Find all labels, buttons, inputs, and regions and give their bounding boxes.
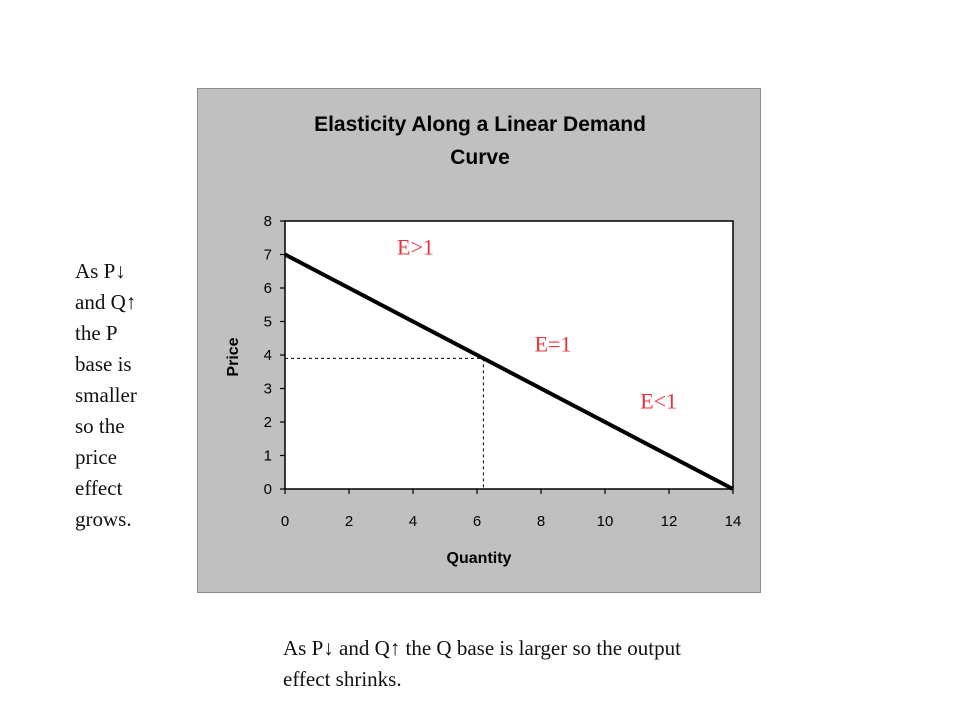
x-tick-label: 8 bbox=[537, 513, 545, 530]
y-axis-ticks: 0 1 2 3 4 5 6 7 8 bbox=[264, 213, 285, 498]
demand-chart: Elasticity Along a Linear Demand Curve 0… bbox=[225, 113, 742, 567]
elasticity-label: E=1 bbox=[535, 332, 572, 357]
y-tick-label: 7 bbox=[264, 247, 272, 264]
chart-title-line-1: Elasticity Along a Linear Demand bbox=[314, 113, 646, 136]
x-tick-label: 12 bbox=[661, 513, 678, 530]
x-tick-label: 0 bbox=[281, 513, 289, 530]
annotations-layer: E>1 E=1 E<1 bbox=[397, 235, 677, 414]
chart-panel: Elasticity Along a Linear Demand Curve 0… bbox=[197, 88, 761, 593]
y-axis-label: Price bbox=[225, 337, 242, 376]
x-axis-label: Quantity bbox=[447, 550, 512, 567]
plot-area bbox=[284, 220, 734, 490]
y-tick-label: 5 bbox=[264, 314, 272, 331]
y-tick-label: 6 bbox=[264, 280, 272, 297]
x-tick-label: 14 bbox=[725, 513, 742, 530]
x-tick-label: 6 bbox=[473, 513, 481, 530]
series-layer bbox=[284, 252, 734, 491]
x-axis-ticks: 0 2 4 6 8 10 12 14 bbox=[281, 489, 742, 530]
y-tick-label: 8 bbox=[264, 213, 272, 230]
x-tick-label: 4 bbox=[409, 513, 417, 530]
x-tick-label: 2 bbox=[345, 513, 353, 530]
y-tick-label: 0 bbox=[264, 481, 272, 498]
elasticity-label: E>1 bbox=[397, 235, 434, 260]
bottom-note: As P↓ and Q↑ the Q base is larger so the… bbox=[283, 636, 681, 691]
chart-title-line-2: Curve bbox=[450, 146, 510, 169]
y-tick-label: 1 bbox=[264, 448, 272, 465]
x-tick-label: 10 bbox=[597, 513, 614, 530]
y-tick-label: 3 bbox=[264, 381, 272, 398]
demand-curve-line bbox=[284, 252, 734, 491]
y-tick-label: 4 bbox=[264, 347, 272, 364]
y-tick-label: 2 bbox=[264, 414, 272, 431]
elasticity-label: E<1 bbox=[640, 389, 677, 414]
side-note: As P↓ and Q↑ the P base is smaller so th… bbox=[75, 259, 137, 531]
reference-lines bbox=[285, 357, 484, 489]
